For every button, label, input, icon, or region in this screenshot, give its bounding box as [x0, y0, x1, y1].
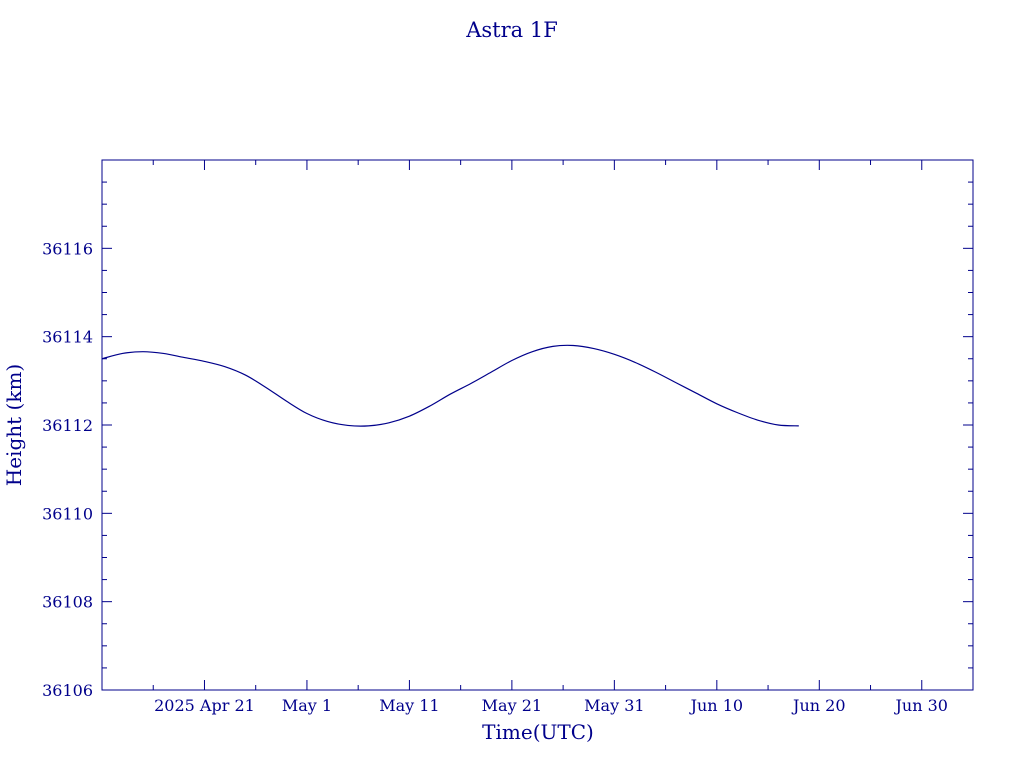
axes	[101, 159, 974, 691]
y-tick-label: 36110	[42, 504, 93, 523]
x-tick-label: Jun 20	[791, 696, 845, 715]
x-tick-label: May 1	[282, 696, 332, 715]
x-tick-label: May 21	[482, 696, 542, 715]
series-group	[101, 344, 799, 427]
x-axis-ticks: 2025 Apr 21 May 1 May 11 May 21 May 31 Jun 10…	[101, 160, 974, 715]
x-tick-label: Jun 10	[689, 696, 743, 715]
plot-frame	[101, 159, 974, 691]
chart-title: Astra 1F	[465, 18, 558, 42]
height-series-line	[101, 344, 799, 427]
y-axis-label: Height (km)	[2, 364, 26, 486]
x-axis-label: Time(UTC)	[482, 720, 594, 744]
y-axis-ticks: 36106 36108 36110 36112 36114 36116	[42, 159, 973, 700]
y-tick-label: 36116	[42, 239, 93, 258]
x-tick-label: May 31	[584, 696, 644, 715]
y-tick-label: 36112	[42, 416, 93, 435]
y-tick-label: 36114	[42, 328, 93, 347]
x-tick-label: 2025 Apr 21	[154, 696, 255, 715]
x-tick-label: Jun 30	[894, 696, 948, 715]
x-tick-label: May 11	[379, 696, 439, 715]
y-tick-label: 36106	[42, 681, 93, 700]
y-tick-label: 36108	[42, 593, 93, 612]
